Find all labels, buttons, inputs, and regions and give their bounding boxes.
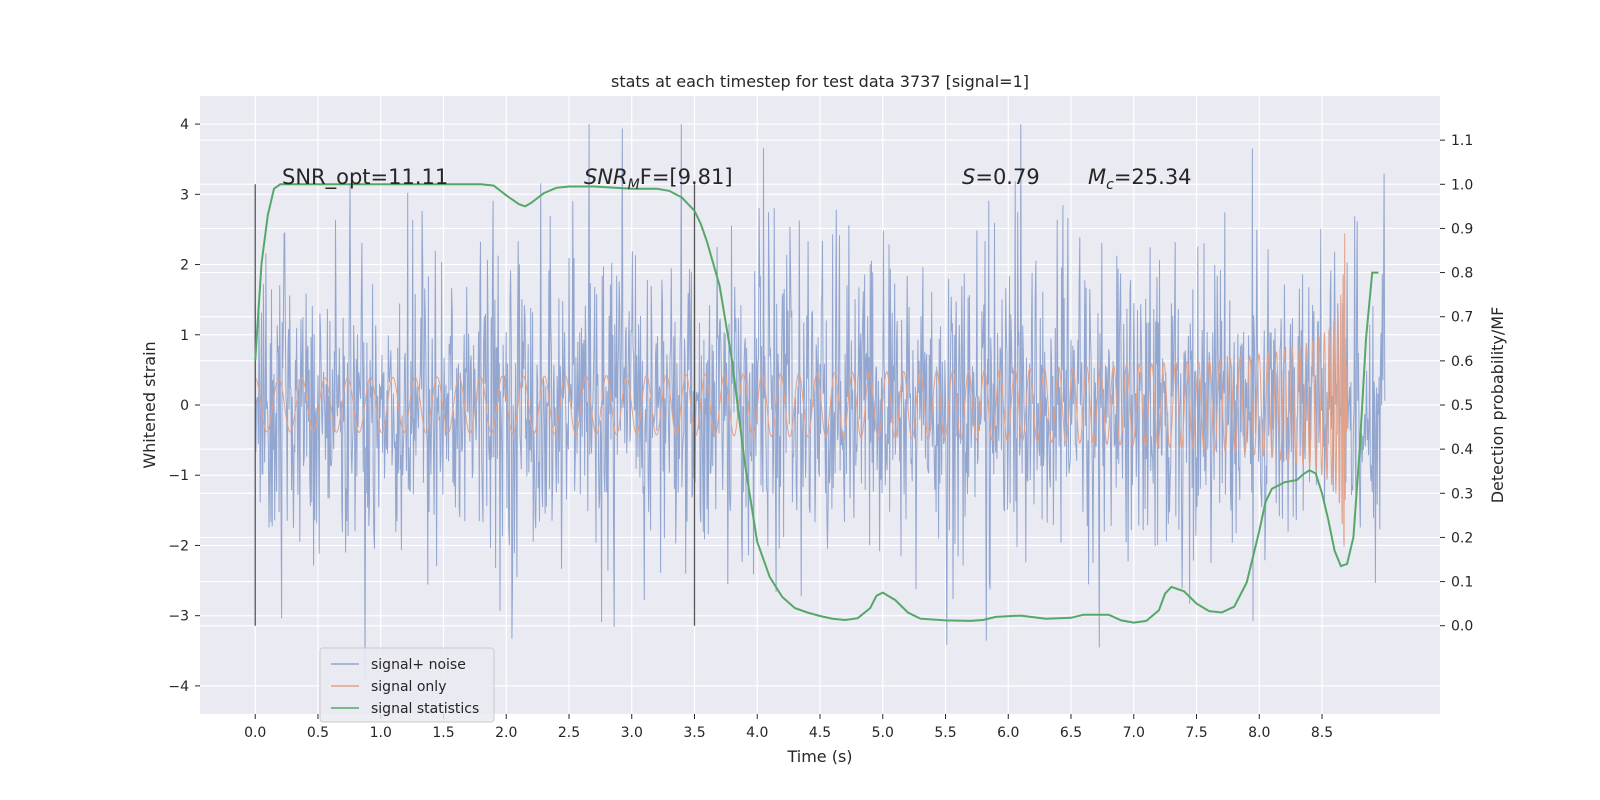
- legend-label-signal-statistics: signal statistics: [371, 701, 479, 717]
- legend-label-signal-noise: signal+ noise: [371, 657, 466, 673]
- x-tick-label-15: 7.5: [1185, 725, 1207, 741]
- annotation-snr-mf: SNRMF=[9.81]: [584, 165, 733, 193]
- y-left-tick-label-3: 1: [180, 328, 189, 344]
- x-tick-label-5: 2.5: [558, 725, 580, 741]
- annotation-snr-opt: SNR_opt=11.11: [282, 165, 448, 190]
- y-right-tick-label-6: 0.5: [1451, 398, 1473, 414]
- chart-title: stats at each timestep for test data 373…: [611, 72, 1029, 91]
- y-right-tick-label-3: 0.8: [1451, 266, 1473, 282]
- y-right-tick-label-10: 0.1: [1451, 575, 1473, 591]
- x-tick-label-2: 1.0: [370, 725, 392, 741]
- y-left-tick-label-0: 4: [180, 117, 189, 133]
- x-tick-label-12: 6.0: [997, 725, 1019, 741]
- y-left-tick-label-8: −4: [168, 679, 189, 695]
- y-right-tick-label-8: 0.3: [1451, 486, 1473, 502]
- x-tick-label-17: 8.5: [1311, 725, 1333, 741]
- series-signal-noise: [254, 124, 1386, 679]
- y-right-tick-label-4: 0.7: [1451, 310, 1473, 326]
- x-tick-label-8: 4.0: [746, 725, 768, 741]
- x-tick-label-13: 6.5: [1060, 725, 1082, 741]
- x-tick-label-6: 3.0: [621, 725, 643, 741]
- annotation-s-rest: =0.79: [975, 165, 1039, 189]
- x-tick-label-10: 5.0: [872, 725, 894, 741]
- series-signal-statistics: [254, 183, 1379, 624]
- x-tick-label-1: 0.5: [307, 725, 329, 741]
- y-right-tick-label-9: 0.2: [1451, 530, 1473, 546]
- legend-box: [319, 647, 495, 723]
- x-tick-label-9: 4.5: [809, 725, 831, 741]
- x-tick-label-11: 5.5: [934, 725, 956, 741]
- y-left-tick-label-5: −1: [168, 468, 189, 484]
- y-right-axis-label: Detection probability/MF: [1488, 307, 1507, 504]
- y-left-tick-label-4: 0: [180, 398, 189, 414]
- y-left-tick-label-6: −2: [168, 538, 189, 554]
- annotation-s: S=0.79: [962, 165, 1040, 189]
- x-axis-label: Time (s): [786, 747, 852, 766]
- x-tick-label-3: 1.5: [432, 725, 454, 741]
- x-axis-ticks: 0.0 0.5 1.0 1.5 2.0 2.5 3.0 3.5 4.0 4.5 5.0 5.5 6.0 6…: [244, 714, 1333, 741]
- y-right-tick-label-2: 0.9: [1451, 221, 1473, 237]
- y-right-tick-label-11: 0.0: [1451, 619, 1473, 635]
- y-left-tick-label-2: 2: [180, 258, 189, 274]
- y-right-axis-ticks: 1.1 1.0 0.9 0.8 0.7 0.6 0.5 0.4 0.3 0.2 0.1 0.0: [1440, 133, 1473, 635]
- annotation-snr-mf-rest: F=[9.81]: [640, 165, 733, 189]
- annotation-mc-main: M: [1088, 165, 1106, 189]
- annotation-mc-rest: =25.34: [1114, 165, 1192, 189]
- y-left-axis-ticks: 4 3 2 1 0 −1 −2 −3 −4: [168, 117, 200, 695]
- annotation-mc: Mc=25.34: [1088, 165, 1192, 193]
- annotation-snr-mf-sub: M: [628, 177, 640, 193]
- x-tick-label-14: 7.0: [1123, 725, 1145, 741]
- y-left-tick-label-7: −3: [168, 609, 189, 625]
- x-tick-label-16: 8.0: [1248, 725, 1270, 741]
- annotation-snr-mf-main: SNR: [584, 165, 628, 189]
- y-right-tick-label-1: 1.0: [1451, 177, 1473, 193]
- y-right-tick-label-5: 0.6: [1451, 354, 1473, 370]
- annotation-mc-sub: c: [1106, 177, 1114, 193]
- y-right-tick-label-0: 1.1: [1451, 133, 1473, 149]
- y-right-tick-label-7: 0.4: [1451, 442, 1473, 458]
- x-tick-label-7: 3.5: [683, 725, 705, 741]
- y-left-axis-label: Whitened strain: [140, 341, 159, 468]
- x-tick-label-4: 2.0: [495, 725, 517, 741]
- legend-label-signal-only: signal only: [371, 679, 446, 695]
- y-left-tick-label-1: 3: [180, 187, 189, 203]
- x-tick-label-0: 0.0: [244, 725, 266, 741]
- annotation-s-main: S: [962, 165, 975, 189]
- legend: signal+ noise signal only signal statist…: [319, 647, 495, 723]
- series-signal-only: [255, 233, 1348, 547]
